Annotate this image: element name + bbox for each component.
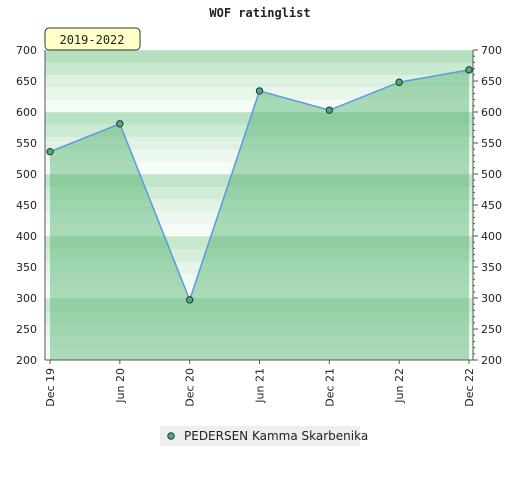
y2-tick-label: 450	[481, 199, 502, 212]
y-tick-label: 450	[16, 199, 37, 212]
legend-label: PEDERSEN Kamma Skarbenika	[184, 429, 368, 443]
y-tick-label: 400	[16, 230, 37, 243]
background-stripe	[45, 335, 473, 349]
area	[50, 69, 469, 360]
background-stripe	[45, 74, 473, 88]
data-point	[116, 120, 124, 128]
background-stripe	[45, 223, 473, 237]
background-stripe	[45, 186, 473, 200]
x-tick-label: Dec 21	[323, 368, 336, 407]
y-tick-label: 250	[16, 323, 37, 336]
background-stripe	[45, 174, 473, 187]
legend-marker	[167, 432, 175, 440]
y2-tick-label: 200	[481, 354, 502, 367]
y2-tick-label: 300	[481, 292, 502, 305]
background-stripe	[45, 347, 473, 361]
plot-area	[45, 49, 473, 361]
background-stripe	[45, 236, 473, 249]
x-tick-label: Jun 22	[393, 368, 406, 404]
y-tick-label: 500	[16, 168, 37, 181]
y-tick-label: 200	[16, 354, 37, 367]
y2-tick-label: 350	[481, 261, 502, 274]
data-point	[465, 66, 473, 74]
x-tick-label: Dec 20	[184, 368, 197, 407]
background-stripe	[45, 124, 473, 138]
axes: 200 200 250 250 300 300 350 350 400 400 450 450 500 5…	[16, 44, 502, 407]
background-stripe	[45, 211, 473, 225]
background-stripe	[45, 161, 473, 175]
y2-tick-label: 700	[481, 44, 502, 57]
background-stripe	[45, 50, 473, 63]
y-tick-label: 350	[16, 261, 37, 274]
data-point	[395, 78, 403, 86]
background-stripe	[45, 298, 473, 311]
data-point	[325, 106, 334, 114]
y2-tick-label: 500	[481, 168, 502, 181]
data-point	[255, 87, 264, 95]
background-stripe	[45, 149, 473, 163]
y-tick-label: 700	[16, 44, 37, 57]
annotation: 2019-2022	[59, 33, 124, 47]
background-stripe	[45, 99, 473, 113]
data-point	[46, 147, 54, 156]
y2-tick-label: 400	[481, 230, 502, 243]
y2-tick-label: 600	[481, 106, 502, 119]
data-point	[185, 296, 194, 304]
chart-title: WOF ratinglist	[209, 6, 310, 20]
background-stripe	[45, 136, 473, 150]
x-tick-label: Dec 19	[44, 368, 57, 407]
background-stripe	[45, 62, 473, 76]
legend	[160, 426, 360, 446]
background-stripe	[45, 198, 473, 212]
y2-tick-label: 550	[481, 137, 502, 150]
background-stripe	[45, 260, 473, 274]
background-stripe	[45, 112, 473, 125]
x-tick-label: Jun 21	[254, 368, 267, 404]
annotation-box	[44, 27, 141, 51]
background-stripe	[45, 248, 473, 262]
y-tick-label: 600	[16, 106, 37, 119]
background-stripe	[45, 310, 473, 324]
x-tick-label: Dec 22	[463, 368, 476, 407]
x-tick-label: Jun 20	[114, 368, 127, 404]
background-stripe	[45, 285, 473, 299]
y-tick-label: 300	[16, 292, 37, 305]
y-tick-label: 550	[16, 137, 37, 150]
y-tick-label: 650	[16, 75, 37, 88]
y2-tick-label: 650	[481, 75, 502, 88]
background-stripe	[45, 273, 473, 287]
background-stripe	[45, 322, 473, 336]
y2-tick-label: 250	[481, 323, 502, 336]
